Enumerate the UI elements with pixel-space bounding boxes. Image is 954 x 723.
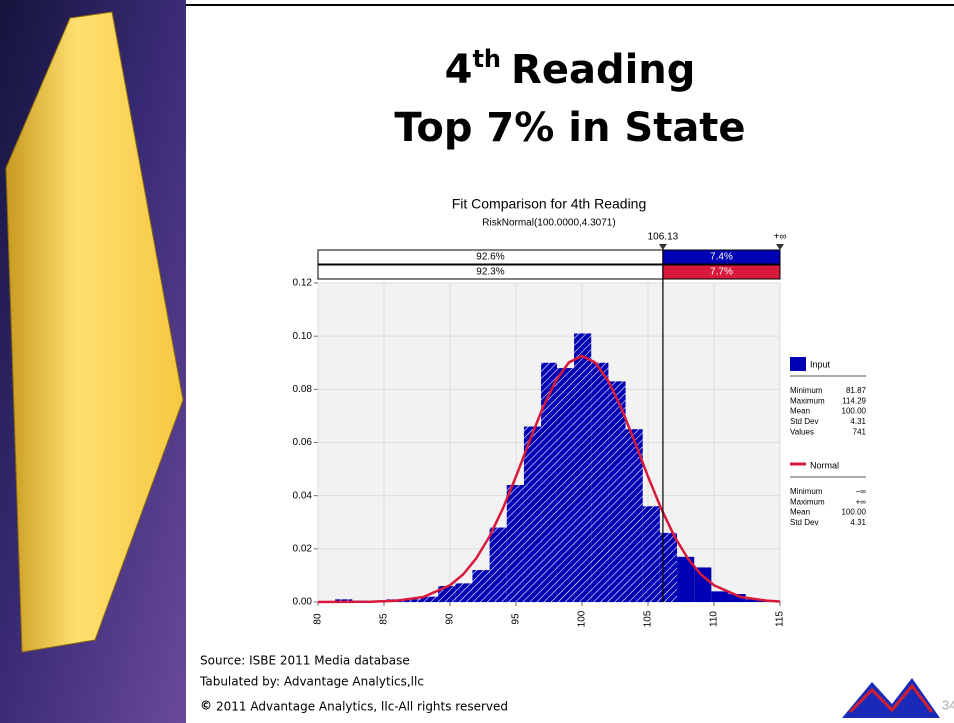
legend-stat-value: 100.00 (842, 508, 867, 517)
x-tick-label: 110 (709, 611, 720, 627)
bar (591, 362, 609, 602)
legend-stat-label: Minimum (790, 487, 823, 496)
y-tick-label: 0.08 (293, 384, 313, 395)
x-tick-label: 105 (643, 610, 654, 627)
copyright: 2011 Advantage Analytics, llc-All rights… (216, 700, 508, 714)
chart-title: Fit Comparison for 4th Reading (452, 196, 647, 212)
bar (608, 381, 626, 602)
y-tick-label: 0.00 (293, 597, 313, 608)
logo (842, 678, 940, 718)
x-tick-label: 80 (313, 613, 324, 625)
chart-subtitle: RiskNormal(100.0000,4.3071) (482, 218, 615, 229)
delimiter-marker (658, 244, 667, 250)
x-tick-label: 90 (445, 613, 456, 625)
legend-stat-value: 4.31 (850, 417, 866, 426)
x-tick-label: 115 (775, 611, 786, 627)
slide-title-1: 4th Reading (445, 45, 696, 93)
legend-label: Input (810, 359, 831, 369)
bar (711, 591, 729, 602)
x-tick-label: 95 (511, 613, 522, 625)
bar (523, 426, 542, 602)
delimiter-right-label: 7.7% (710, 267, 733, 278)
legend-stat-label: Minimum (790, 386, 823, 395)
legend-stat-label: Maximum (790, 396, 825, 405)
bar (642, 506, 660, 602)
title-suffix: th (472, 45, 501, 73)
page-number: 34 (942, 697, 954, 712)
delimiter-right-end: +∞ (774, 232, 787, 243)
delimiter-right-label: 7.4% (710, 252, 733, 263)
bar (489, 527, 507, 602)
slide-title-2: Top 7% in State (394, 105, 745, 151)
bar (728, 594, 746, 602)
bar (694, 567, 712, 602)
bar (659, 532, 678, 602)
title-rest: Reading (511, 47, 695, 93)
legend-stat-label: Maximum (790, 497, 825, 506)
x-tick-label: 85 (379, 613, 390, 625)
notepad (5, 11, 184, 653)
copyright-symbol: © (200, 699, 212, 713)
bar (541, 362, 557, 602)
bar (472, 570, 490, 602)
legend-stat-value: −∞ (856, 487, 867, 496)
normal-curve (317, 354, 781, 604)
legend-stat-label: Std Dev (790, 417, 818, 426)
delimiter-marker (776, 244, 784, 250)
y-tick-label: 0.02 (293, 543, 313, 554)
legend-stat-value: 4.31 (850, 518, 866, 527)
y-tick-label: 0.10 (293, 331, 313, 342)
bar (455, 583, 473, 602)
bar (420, 596, 439, 602)
tabulated: Tabulated by: Advantage Analytics,llc (199, 675, 424, 689)
legend-stat-value: 81.87 (846, 386, 867, 395)
legend-stat-value: 114.29 (842, 396, 866, 405)
delimiter-left-label: 92.6% (476, 252, 504, 263)
bar (403, 599, 421, 602)
bar (438, 586, 456, 602)
legend-swatch (790, 357, 806, 371)
logo-stripe (848, 683, 934, 714)
legend-stat-value: 100.00 (842, 407, 867, 416)
y-tick-label: 0.12 (293, 278, 313, 289)
legend-stat-label: Std Dev (790, 518, 818, 527)
bar (556, 368, 575, 602)
bar (625, 429, 643, 602)
legend-stat-label: Mean (790, 508, 810, 517)
x-tick-label: 100 (577, 610, 588, 627)
title-ordinal: 4 (445, 47, 473, 93)
bar (677, 556, 695, 602)
delimiter-left-label: 92.3% (476, 267, 504, 278)
legend-stat-label: Mean (790, 407, 810, 416)
delimiter-value: 106.13 (648, 232, 679, 243)
y-tick-label: 0.04 (293, 490, 313, 501)
source: Source: ISBE 2011 Media database (200, 654, 410, 668)
bar (745, 599, 763, 602)
legend-stat-value: 741 (853, 427, 867, 436)
legend-stat-label: Values (790, 427, 814, 436)
bar (574, 333, 592, 602)
bar (506, 485, 524, 602)
legend-label: Normal (810, 460, 839, 470)
legend-stat-value: +∞ (856, 497, 867, 506)
y-tick-label: 0.06 (293, 437, 313, 448)
